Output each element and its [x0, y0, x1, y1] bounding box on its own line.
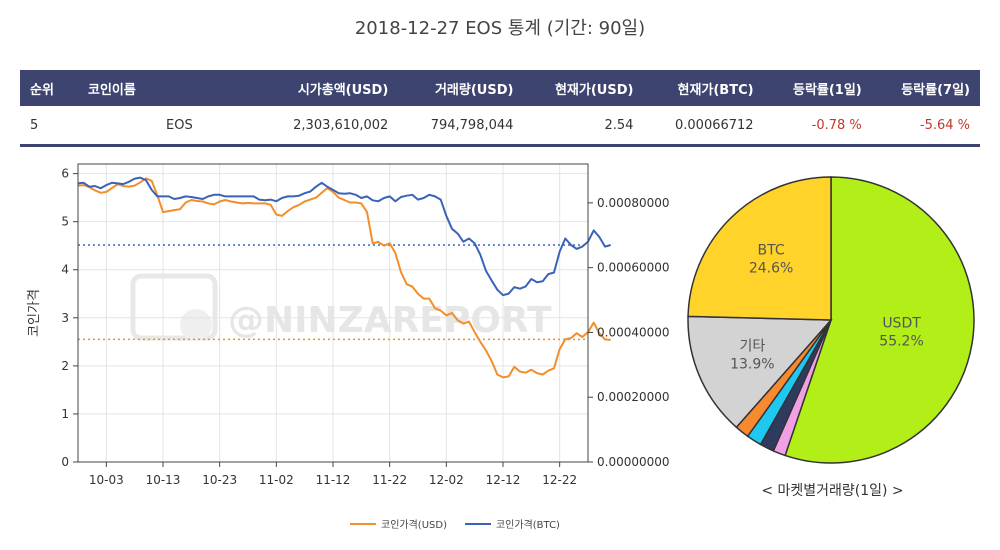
pie-caption: < 마켓별거래량(1일) > [761, 483, 904, 499]
x-tick-label: 10-03 [89, 473, 124, 487]
market-volume-pie: USDT 55.2% 기타 13.9% BTC 24.6% [687, 176, 975, 464]
x-axis: 10-03 10-13 10-23 11-02 11-12 11-22 12-02 12-12… [89, 462, 577, 487]
legend-label-usd: 코인가격(USD) [381, 520, 447, 531]
header-price-usd: 현재가(USD) [523, 70, 644, 106]
watermark: @NINZAREPORT [130, 273, 552, 341]
pie-slice[interactable] [687, 176, 832, 321]
cell-price-btc: 0.00066712 [643, 106, 764, 147]
pie-slices [687, 176, 975, 464]
pie-slice[interactable] [784, 176, 975, 464]
x-tick-label: 11-22 [372, 473, 407, 487]
cell-volume: 794,798,044 [398, 106, 524, 147]
pie-slice-label: USDT [882, 316, 921, 332]
legend-label-btc: 코인가격(BTC) [495, 520, 560, 531]
legend-item-usd[interactable]: 코인가격(USD) [350, 516, 447, 531]
x-tick-label: 12-02 [429, 473, 464, 487]
y-right-tick-label: 0.00060000 [597, 261, 670, 275]
y-left-tick-label: 3 [61, 311, 69, 325]
y-axis-left: 0 1 2 3 4 5 6 [61, 167, 78, 469]
header-market-cap: 시가총액(USD) [258, 70, 399, 106]
y-right-tick-label: 0.00000000 [597, 455, 670, 469]
pie-slice-percent: 13.9% [730, 356, 774, 372]
coin-stats-table: 순위 코인이름 시가총액(USD) 거래량(USD) 현재가(USD) 현재가(… [20, 70, 980, 147]
series-line-usd [77, 177, 611, 379]
legend-item-btc[interactable]: 코인가격(BTC) [464, 516, 560, 531]
y-left-tick-label: 4 [61, 263, 69, 277]
series-line-btc [77, 176, 611, 297]
cell-rank: 5 [20, 106, 78, 147]
y-axis-right: 0.00000000 0.00020000 0.00040000 0.00060000… [588, 196, 670, 469]
cell-change-7d: -5.64 % [871, 106, 980, 147]
table-row: 5 EOS 2,303,610,002 794,798,044 2.54 0.0… [20, 106, 980, 147]
header-price-btc: 현재가(BTC) [643, 70, 764, 106]
page-title: 2018-12-27 EOS 통계 (기간: 90일) [354, 18, 646, 39]
y-right-tick-label: 0.00020000 [597, 390, 670, 404]
pie-labels: USDT 55.2% 기타 13.9% BTC 24.6% [730, 243, 924, 373]
header-volume: 거래량(USD) [398, 70, 524, 106]
header-rank: 순위 [20, 70, 78, 106]
cell-coin-name: EOS [78, 106, 258, 147]
table-header-row: 순위 코인이름 시가총액(USD) 거래량(USD) 현재가(USD) 현재가(… [20, 70, 980, 106]
watermark-chart-icon [180, 309, 212, 341]
x-tick-label: 12-22 [542, 473, 577, 487]
pie-slice-label: BTC [758, 243, 785, 259]
series-lines [77, 176, 611, 379]
cell-price-usd: 2.54 [523, 106, 644, 147]
pie-slice[interactable] [687, 315, 833, 429]
average-lines [78, 244, 588, 341]
header-coin-name: 코인이름 [78, 70, 258, 106]
pie-slice-percent: 24.6% [749, 261, 793, 277]
y-left-tick-label: 0 [61, 455, 69, 469]
y-left-tick-label: 2 [61, 359, 69, 373]
y-left-tick-label: 5 [61, 215, 69, 229]
y-right-tick-label: 0.00080000 [597, 196, 670, 210]
cell-change-1d: -0.78 % [763, 106, 872, 147]
price-line-chart: @NINZAREPORT 0 1 2 3 4 5 6 0.00000000 0.0002000… [27, 163, 670, 487]
header-change-1d: 등락률(1일) [763, 70, 872, 106]
x-tick-label: 11-12 [316, 473, 351, 487]
cell-market-cap: 2,303,610,002 [258, 106, 399, 147]
y-right-tick-label: 0.00040000 [597, 325, 670, 339]
x-tick-label: 10-23 [202, 473, 237, 487]
legend-swatch-usd [350, 522, 376, 525]
y-left-tick-label: 6 [61, 167, 69, 181]
legend-swatch-btc [464, 522, 491, 525]
x-tick-label: 10-13 [146, 473, 181, 487]
pie-slice-label: 기타 [739, 338, 765, 354]
x-tick-label: 12-12 [486, 473, 521, 487]
x-tick-label: 11-02 [259, 473, 294, 487]
pie-slice-percent: 55.2% [879, 334, 923, 350]
y-left-tick-label: 1 [61, 407, 69, 421]
y-axis-label: 코인가격 [27, 289, 42, 337]
watermark-monitor-icon [130, 273, 218, 341]
header-change-7d: 등락률(7일) [871, 70, 980, 106]
chart-legend: 코인가격(USD) 코인가격(BTC) [350, 516, 560, 531]
